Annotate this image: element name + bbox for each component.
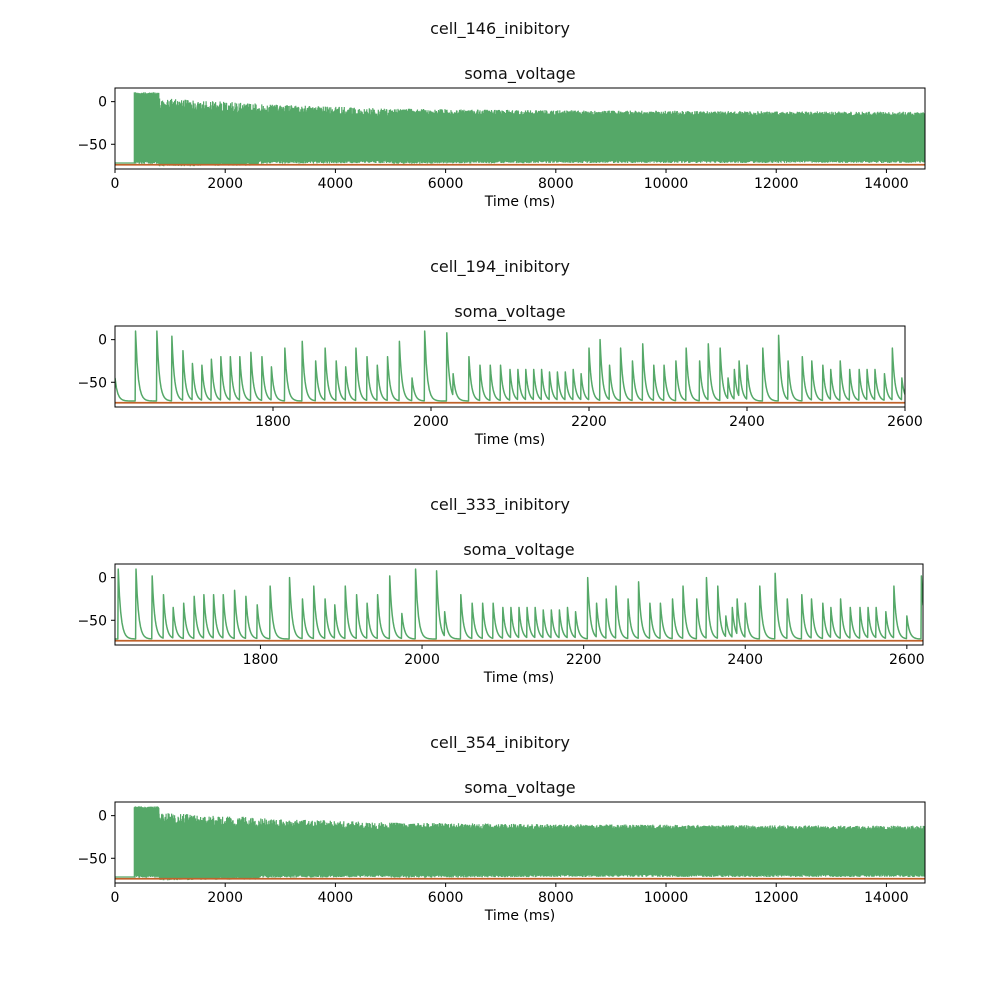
x-tick-label: 1800 (255, 414, 291, 430)
chart-svg: 0 2000 4000 6000 8000 10000 12000 14000 0 −50 Time… (77, 87, 926, 210)
axes-frame (114, 325, 906, 408)
x-tick-label: 2600 (889, 652, 925, 668)
x-tick-label: 2000 (404, 652, 440, 668)
axes-title: soma_voltage (464, 778, 576, 797)
figure-suptitle: cell_333_inibitory (430, 495, 570, 514)
x-tick-label: 8000 (538, 890, 574, 906)
x-tick-label: 1800 (243, 652, 279, 668)
x-tick-label: 2000 (207, 890, 243, 906)
y-tick-label: −50 (77, 375, 107, 391)
x-tick-label: 2600 (887, 414, 923, 430)
x-tick-label: 4000 (318, 890, 354, 906)
axes-title: soma_voltage (463, 540, 575, 559)
x-axis-label: Time (ms) (474, 432, 546, 448)
x-axis-label: Time (ms) (484, 194, 556, 210)
x-tick-label: 2000 (413, 414, 449, 430)
plot-area (115, 330, 905, 404)
plot-area (115, 806, 925, 881)
x-tick-label: 2400 (727, 652, 763, 668)
y-tick-label: −50 (77, 137, 107, 153)
series-line-soma-voltage (115, 568, 923, 640)
x-tick-label: 6000 (428, 890, 464, 906)
x-axis-label: Time (ms) (484, 908, 556, 924)
x-tick-label: 0 (111, 176, 120, 192)
x-tick-label: 2000 (207, 176, 243, 192)
chart-svg: 0 2000 4000 6000 8000 10000 12000 14000 0 −50 Time… (77, 801, 926, 924)
figure-suptitle: cell_354_inibitory (430, 733, 570, 752)
x-tick-label: 12000 (754, 890, 799, 906)
series-line-soma-voltage (115, 806, 925, 881)
x-tick-label: 14000 (864, 890, 909, 906)
axes-frame (114, 563, 924, 646)
y-tick-label: −50 (77, 851, 107, 867)
x-axis-label: Time (ms) (483, 670, 555, 686)
series-line-soma-voltage (115, 330, 905, 402)
chart-svg: 1800 2000 2200 2400 2600 0 −50 Time (ms) (77, 563, 925, 686)
x-tick-label: 4000 (318, 176, 354, 192)
y-tick-label: 0 (98, 809, 107, 825)
axes-title: soma_voltage (464, 64, 576, 83)
axes-title: soma_voltage (454, 302, 566, 321)
x-tick-label: 6000 (428, 176, 464, 192)
figure-suptitle: cell_194_inibitory (430, 257, 570, 276)
x-tick-label: 12000 (754, 176, 799, 192)
x-tick-label: 14000 (864, 176, 909, 192)
x-tick-label: 2200 (566, 652, 602, 668)
y-tick-label: 0 (98, 571, 107, 587)
y-tick-label: −50 (77, 613, 107, 629)
figure-suptitle: cell_146_inibitory (430, 19, 570, 38)
axes-frame (114, 801, 926, 884)
x-tick-label: 10000 (644, 176, 689, 192)
x-tick-label: 2400 (729, 414, 765, 430)
y-tick-label: 0 (98, 95, 107, 111)
axes-frame (114, 87, 926, 170)
chart-svg: 1800 2000 2200 2400 2600 0 −50 Time (ms) (77, 325, 923, 448)
x-tick-label: 2200 (571, 414, 607, 430)
x-tick-label: 8000 (538, 176, 574, 192)
x-tick-label: 10000 (644, 890, 689, 906)
series-line-soma-voltage (115, 92, 925, 167)
plot-area (115, 568, 923, 642)
x-tick-label: 0 (111, 890, 120, 906)
y-tick-label: 0 (98, 333, 107, 349)
plot-area (115, 92, 925, 167)
